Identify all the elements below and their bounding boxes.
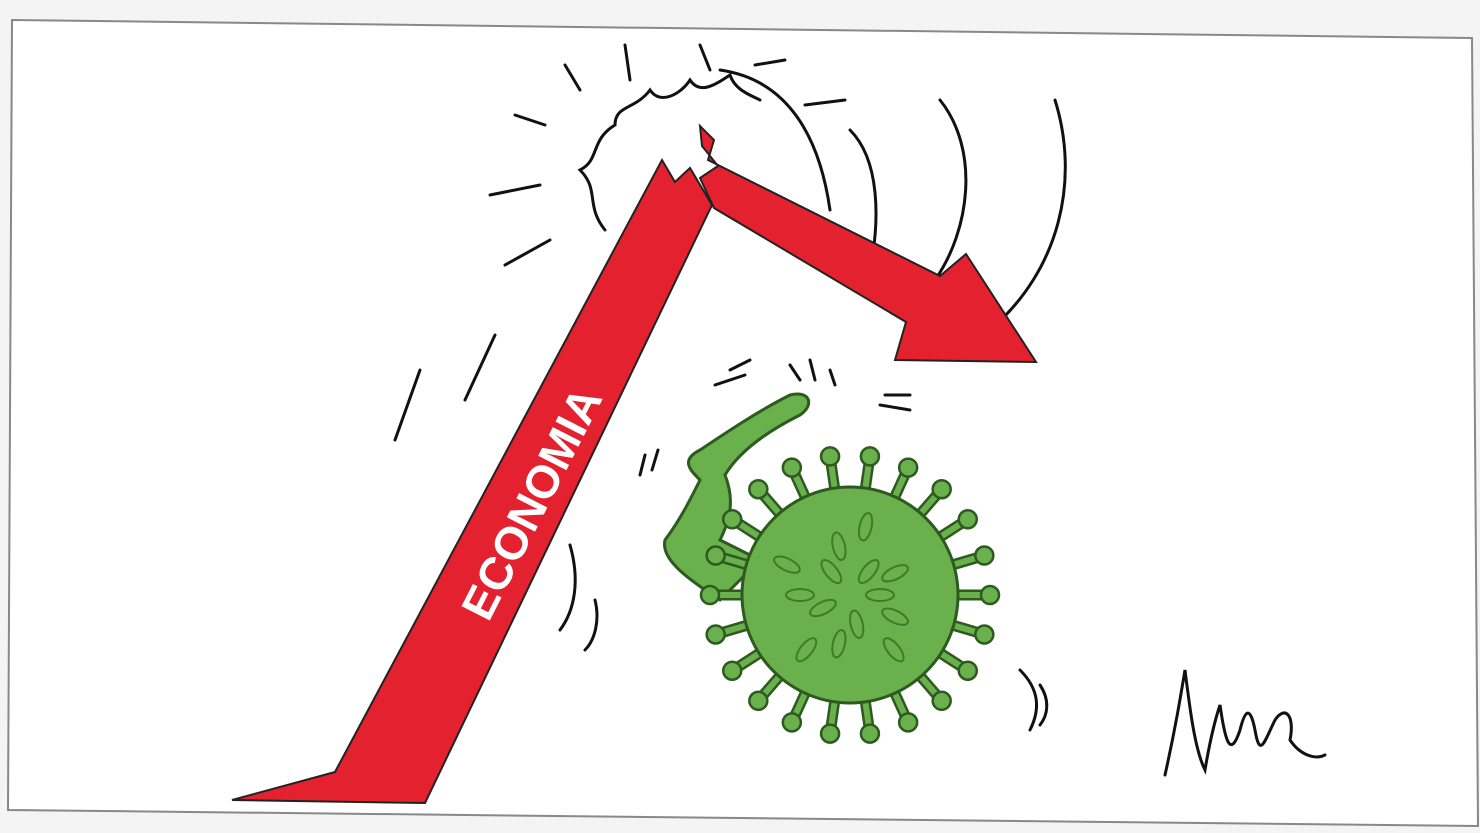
virus xyxy=(663,392,1001,744)
arrow-rise xyxy=(231,157,714,805)
virus-spike-tip xyxy=(705,545,726,566)
virus-spike-tip xyxy=(897,712,919,733)
virus-spike-tip xyxy=(748,690,769,712)
virus-texture xyxy=(820,558,843,585)
virus-spike-tip xyxy=(974,624,995,645)
virus-spike-tip xyxy=(781,457,803,478)
virus-spike-tip xyxy=(957,660,979,681)
virus-spike-tip xyxy=(721,509,743,530)
virus-spike-tip xyxy=(897,457,919,478)
virus-texture xyxy=(881,564,909,583)
virus-spike-tip xyxy=(859,723,881,744)
motion-lines xyxy=(638,358,1049,732)
virus-texture xyxy=(773,555,801,574)
virus-spike-tip xyxy=(748,478,769,500)
virus-texture xyxy=(809,598,837,618)
virus-spike-tip xyxy=(957,509,979,530)
virus-spike-tip xyxy=(819,446,841,467)
virus-texture xyxy=(795,637,818,663)
virus-spike-tip xyxy=(974,545,995,566)
virus-body xyxy=(740,485,960,705)
virus-texture xyxy=(857,558,880,585)
virus-spike-tip xyxy=(699,584,721,606)
virus-texture xyxy=(857,512,874,542)
virus-spike-tip xyxy=(705,624,726,645)
virus-spike-tip xyxy=(859,446,881,467)
virus-texture xyxy=(849,609,865,639)
virus-texture xyxy=(831,629,847,659)
virus-spike-tip xyxy=(979,584,1001,606)
virus-texture xyxy=(865,588,895,602)
virus-arm xyxy=(663,392,811,602)
virus-texture xyxy=(831,531,847,561)
virus-spike-tip xyxy=(721,660,743,681)
virus-texture xyxy=(881,607,909,626)
virus-spike-tip xyxy=(931,690,952,712)
virus-texture xyxy=(785,588,815,602)
virus-spike-tip xyxy=(819,723,841,744)
virus-spike-tip xyxy=(931,478,952,500)
arrow-fall xyxy=(698,123,1038,364)
virus-texture xyxy=(882,637,905,663)
virus-spike-tip xyxy=(781,712,803,733)
signature xyxy=(1163,669,1327,777)
